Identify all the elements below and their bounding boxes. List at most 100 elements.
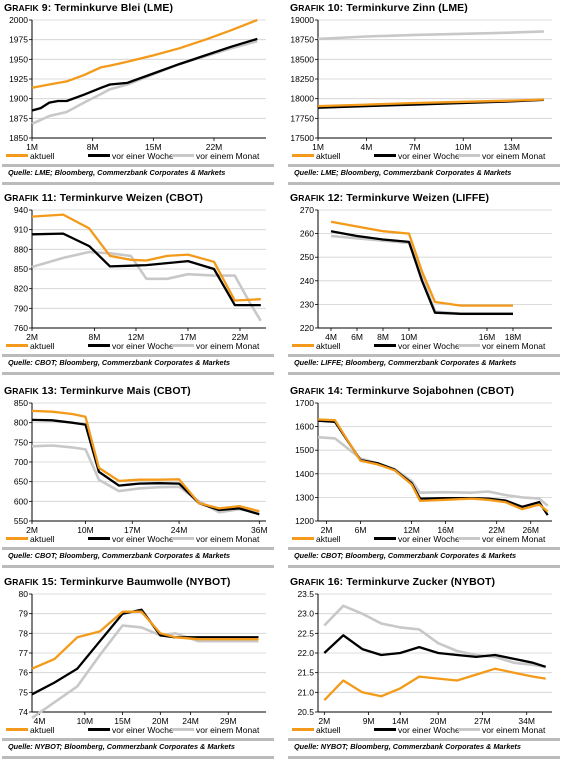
x-tick-label: 24M (171, 525, 188, 533)
legend-label: vor einem Monat (482, 534, 546, 544)
y-tick-label: 77 (19, 648, 29, 658)
y-tick-label: 22.5 (297, 628, 314, 638)
title-prefix: G (4, 192, 13, 204)
y-tick-label: 75 (19, 687, 29, 697)
series-line-aktuell (31, 18, 258, 89)
x-tick-label: 2M (26, 525, 38, 533)
source-note: Quelle: CBOT; Bloomberg, Commerzbank Cor… (8, 551, 231, 560)
y-tick-label: 1600 (295, 422, 314, 432)
y-tick-label: 21.5 (297, 668, 314, 678)
legend-item-aktuell: aktuell (6, 151, 55, 161)
x-tick-label: 14M (392, 716, 409, 724)
separator (288, 756, 560, 759)
separator (288, 182, 560, 185)
legend-item-week: vor einer Woche (374, 534, 460, 544)
y-tick-label: 1300 (295, 492, 314, 502)
title-text: Terminkurve Weizen (LIFFE) (346, 192, 490, 204)
x-tick-label: 8M (88, 332, 100, 340)
x-tick-label: 10M (401, 332, 418, 340)
x-tick-label: 34M (518, 716, 535, 724)
legend-swatch (172, 728, 194, 732)
y-tick-label: 260 (300, 229, 314, 239)
title-number: 11: (38, 192, 60, 204)
y-tick-label: 78 (19, 628, 29, 638)
y-tick-label: 17750 (290, 113, 314, 123)
y-tick-label: 700 (14, 457, 28, 467)
x-tick-label: 4M (325, 332, 337, 340)
chart-title: GRAFIK 9: Terminkurve Blei (LME) (4, 2, 173, 14)
x-tick-label: 15M (145, 142, 162, 150)
title-prefix: G (4, 385, 13, 397)
series-line-aktuell (31, 213, 261, 302)
y-tick-label: 20.5 (297, 707, 314, 717)
legend-swatch (458, 344, 480, 348)
legend-item-month: vor einem Monat (172, 341, 259, 351)
chart-title: GRAFIK 16: Terminkurve Zucker (NYBOT) (290, 576, 495, 588)
legend-swatch (292, 537, 314, 541)
legend-item-month: vor einem Monat (458, 725, 545, 735)
title-text: Terminkurve Zinn (LME) (346, 2, 468, 14)
x-tick-label: 27M (474, 716, 491, 724)
legend-label: vor einer Woche (112, 341, 174, 351)
x-tick-label: 10M (77, 525, 94, 533)
x-tick-label: 18M (505, 332, 522, 340)
series-line-week (31, 232, 261, 307)
plot-area: 17500 17750 18000 18250 18500 18750 19000 1M 4M 7… (288, 16, 560, 164)
legend-label: vor einer Woche (112, 534, 174, 544)
title-prefix: G (290, 2, 299, 14)
y-tick-label: 18000 (290, 94, 314, 104)
y-tick-label: 230 (300, 299, 314, 309)
y-tick-label: 74 (19, 707, 29, 717)
plot-area: 760 790 820 850 880 910 940 2M 8M 12M 17M 22M (2, 206, 274, 354)
legend-label: aktuell (30, 151, 55, 161)
separator (288, 738, 560, 741)
x-tick-label: 2M (26, 332, 38, 340)
separator (2, 738, 274, 741)
title-number: 15: (38, 576, 61, 588)
legend-label: vor einer Woche (398, 151, 460, 161)
line-chart: 760 790 820 850 880 910 940 2M 8M 12M 17M 22M (14, 206, 266, 340)
x-tick-label: 22M (232, 332, 249, 340)
y-tick-label: 270 (300, 206, 314, 215)
legend-item-aktuell: aktuell (292, 341, 341, 351)
source-note: Quelle: NYBOT; Bloomberg, Commerzbank Co… (8, 742, 235, 751)
legend-swatch (458, 537, 480, 541)
plot-area: 20.5 21.0 21.5 22.0 22.5 23.0 23.5 2M 9M 14M 20M 27… (288, 590, 560, 738)
title-number: 12: (324, 192, 347, 204)
y-tick-label: 2000 (9, 16, 28, 25)
separator (2, 547, 274, 550)
legend-item-aktuell: aktuell (292, 725, 341, 735)
x-tick-label: 15M (114, 716, 131, 724)
x-tick-label: 12M (403, 525, 420, 533)
x-tick-label: 10M (455, 142, 472, 150)
series-line-aktuell (31, 409, 260, 513)
y-tick-label: 1975 (9, 35, 28, 45)
y-tick-label: 23.5 (297, 590, 314, 599)
legend-swatch (458, 154, 480, 158)
legend: aktuell vor einer Woche vor einem Monat (292, 151, 560, 163)
legend-label: vor einem Monat (196, 151, 260, 161)
y-tick-label: 22.0 (297, 648, 314, 658)
x-tick-label: 12M (128, 332, 145, 340)
plot-area: 74 75 76 77 78 79 80 4M 10M 15M 20M 24M 29M (2, 590, 274, 738)
y-tick-label: 750 (14, 437, 28, 447)
series-line-aktuell (330, 220, 513, 307)
title-number: 14: (324, 385, 347, 397)
separator (288, 565, 560, 568)
title-text: Terminkurve Weizen (CBOT) (59, 192, 204, 204)
title-text: Terminkurve Sojabohnen (CBOT) (346, 385, 515, 397)
legend-label: vor einem Monat (482, 341, 546, 351)
legend-swatch (292, 344, 314, 348)
series-line-week (31, 37, 258, 112)
legend-swatch (88, 537, 110, 541)
chart-panel: GRAFIK 10: Terminkurve Zinn (LME) 17500 17… (288, 2, 560, 190)
title-text: Terminkurve Zucker (NYBOT) (346, 576, 496, 588)
legend-swatch (374, 154, 396, 158)
y-tick-label: 1500 (295, 445, 314, 455)
legend-swatch (374, 728, 396, 732)
y-tick-label: 760 (14, 323, 28, 333)
legend-swatch (88, 154, 110, 158)
legend-swatch (458, 728, 480, 732)
separator (288, 354, 560, 357)
source-note: Quelle: LME; Bloomberg, Commerzbank Corp… (294, 168, 512, 177)
